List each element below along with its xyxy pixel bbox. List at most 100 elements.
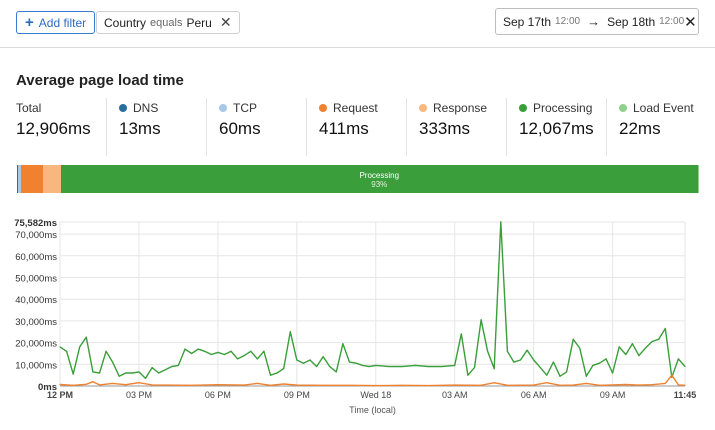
x-tick-label: 12 PM <box>47 390 73 400</box>
data-point <box>85 383 87 385</box>
data-point <box>526 349 528 351</box>
data-point <box>217 351 219 353</box>
clear-date-range-icon[interactable]: ✕ <box>684 13 697 31</box>
metric-label: Request <box>333 101 378 115</box>
filter-value: Peru <box>186 15 212 30</box>
data-point <box>572 338 574 340</box>
series-line-1 <box>59 374 686 387</box>
data-point <box>65 350 68 352</box>
data-point <box>348 384 351 386</box>
data-point <box>651 384 653 386</box>
data-point <box>85 336 87 338</box>
data-point <box>612 384 614 386</box>
data-point <box>138 371 140 373</box>
data-point <box>480 384 482 386</box>
data-point <box>296 359 298 361</box>
metric-value: 12,067ms <box>519 119 594 138</box>
x-tick-label: 09 AM <box>600 390 626 400</box>
data-point <box>217 384 219 386</box>
data-point <box>131 372 133 374</box>
data-point <box>572 384 574 386</box>
y-tick-label: 0ms <box>38 382 57 393</box>
data-point <box>440 365 443 368</box>
data-point <box>230 350 232 352</box>
data-point <box>263 350 265 352</box>
metric-label: DNS <box>133 101 159 115</box>
metric-load-event: Load Event 22ms <box>607 98 699 156</box>
data-point <box>631 343 633 345</box>
request-dot-icon <box>319 104 327 112</box>
data-point <box>546 374 548 376</box>
data-point <box>256 382 258 384</box>
breakdown-segment-load-event[interactable] <box>697 165 699 193</box>
metric-value: 411ms <box>319 119 369 138</box>
data-point <box>164 369 166 371</box>
data-point <box>302 362 305 364</box>
tcp-dot-icon <box>219 104 227 112</box>
data-point <box>671 374 673 376</box>
x-tick-label: 06 AM <box>521 390 547 400</box>
data-point <box>237 358 239 360</box>
data-point <box>296 384 298 386</box>
toolbar: + Add filter Country equals Peru ✕ Sep 1… <box>0 0 715 48</box>
data-point <box>605 358 607 360</box>
breakdown-segment-request[interactable] <box>21 165 44 193</box>
data-point <box>210 353 212 356</box>
end-date: Sep 18th <box>607 14 656 29</box>
data-point <box>98 384 101 386</box>
data-point <box>223 353 226 356</box>
remove-filter-icon[interactable]: ✕ <box>219 14 232 30</box>
data-point <box>559 384 561 386</box>
breakdown-segment-tcp[interactable] <box>18 165 22 193</box>
add-filter-button[interactable]: + Add filter <box>16 11 96 34</box>
data-point <box>533 359 535 361</box>
response-dot-icon <box>419 104 427 112</box>
data-point <box>506 384 508 386</box>
filter-operator: equals <box>150 16 183 29</box>
data-point <box>118 375 120 377</box>
data-point <box>184 348 186 350</box>
data-point <box>519 359 522 361</box>
data-point <box>79 346 81 348</box>
data-point <box>276 372 278 374</box>
data-point <box>105 350 107 352</box>
data-point <box>493 382 495 384</box>
metric-tcp: TCP 60ms <box>207 98 307 156</box>
breakdown-segment-dns[interactable] <box>17 165 18 193</box>
data-point <box>355 362 357 364</box>
breakdown-segment-response[interactable] <box>43 165 61 193</box>
data-point <box>289 331 291 333</box>
data-point <box>151 384 153 386</box>
data-point <box>375 384 377 387</box>
data-point <box>638 384 640 386</box>
filter-chip[interactable]: Country equals Peru ✕ <box>96 11 240 34</box>
data-point <box>243 384 245 386</box>
start-date: Sep 17th <box>503 14 552 29</box>
x-tick-label: Wed 18 <box>360 390 391 400</box>
data-point <box>190 352 193 355</box>
data-point <box>112 361 114 363</box>
data-point <box>177 364 180 366</box>
data-point <box>59 346 61 348</box>
data-point <box>171 365 173 368</box>
data-point <box>243 355 245 357</box>
dns-dot-icon <box>119 104 127 112</box>
start-time: 12:00 <box>555 16 581 27</box>
date-range-picker[interactable]: Sep 17th 12:00 → Sep 18th 12:00 ✕ <box>495 8 699 35</box>
metric-value: 13ms <box>119 119 161 138</box>
data-point <box>651 340 653 343</box>
data-point <box>322 384 324 386</box>
data-point <box>598 384 601 386</box>
breakdown-segment-processing[interactable]: Processing 93% <box>60 165 698 193</box>
data-point <box>612 372 614 374</box>
metric-label: Processing <box>533 101 593 115</box>
data-point <box>401 384 403 386</box>
metric-dns: DNS 13ms <box>107 98 207 156</box>
data-point <box>546 382 548 384</box>
data-point <box>158 372 160 374</box>
breakdown-bar: Processing 93% <box>17 165 699 193</box>
data-point <box>480 319 482 321</box>
data-point <box>684 365 686 368</box>
data-point <box>677 384 680 386</box>
y-tick-label: 40,000ms <box>15 295 57 306</box>
